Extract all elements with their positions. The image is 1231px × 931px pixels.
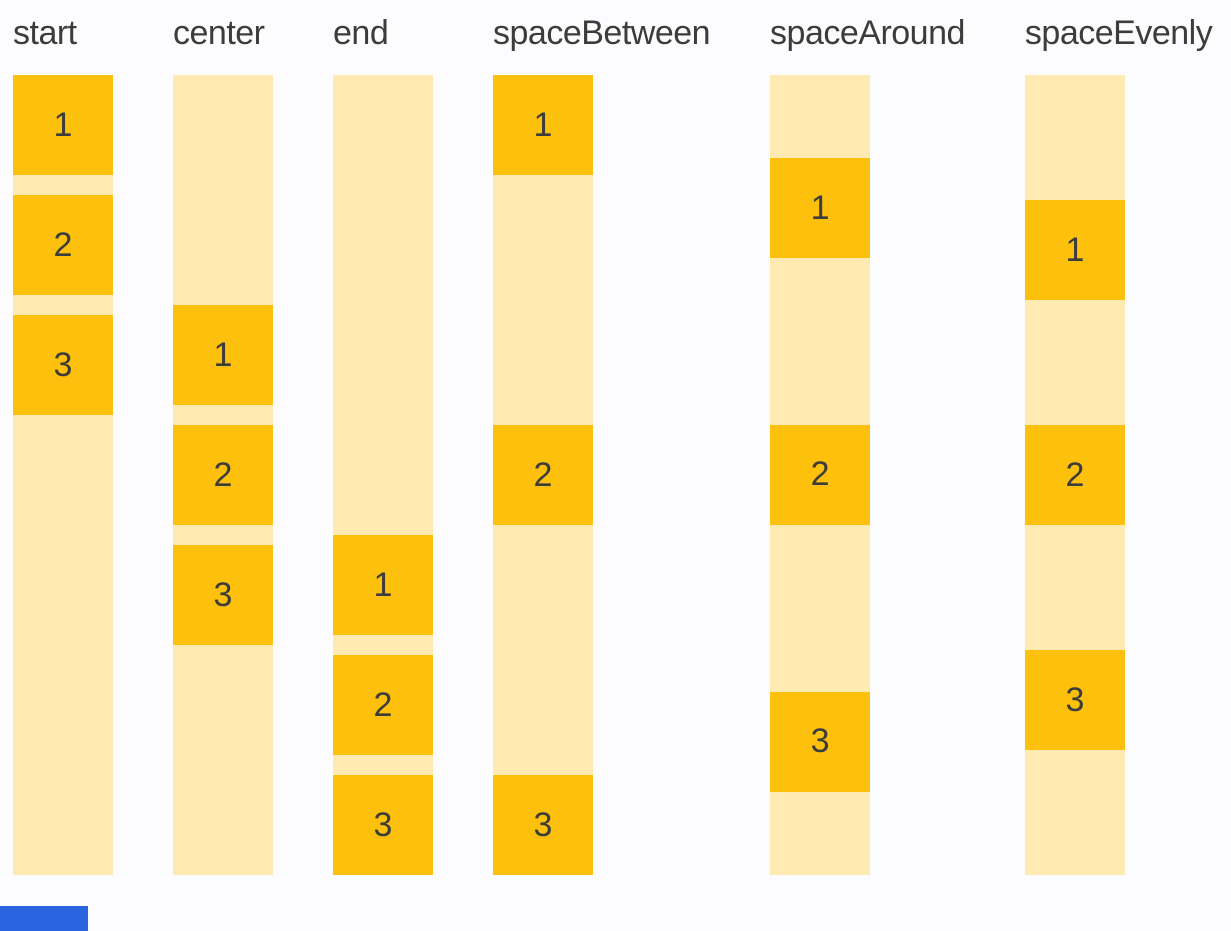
flex-item-box: 2 <box>333 655 433 755</box>
flex-item-box: 2 <box>1024 425 1125 525</box>
flex-item-box: 3 <box>13 315 113 415</box>
horizontal-scrollbar-thumb[interactable] <box>0 906 88 931</box>
alignment-label-space-around: spaceAround <box>770 14 965 52</box>
alignment-label-end: end <box>333 14 389 52</box>
flex-item-box: 2 <box>13 195 113 295</box>
flex-item-box: 3 <box>173 545 273 645</box>
flex-item-box: 3 <box>1024 650 1125 750</box>
flex-item-box: 3 <box>333 775 433 875</box>
flex-item-box: 1 <box>770 158 871 259</box>
flex-column-start: 1 2 3 <box>13 75 113 875</box>
flex-column-space-around: 1 2 3 <box>770 75 871 875</box>
column-group-center: center 1 2 3 <box>173 12 273 875</box>
alignment-label-center: center <box>173 14 265 52</box>
column-group-end: end 1 2 3 <box>333 12 433 875</box>
alignment-label-space-between: spaceBetween <box>493 14 711 52</box>
column-group-space-between: spaceBetween 1 2 3 <box>493 12 711 875</box>
alignment-label-start: start <box>13 14 77 52</box>
flex-item-box: 1 <box>13 75 113 175</box>
flex-item-box: 1 <box>493 75 593 175</box>
flex-item-box: 2 <box>493 425 593 525</box>
flex-item-box: 3 <box>770 691 871 792</box>
main-axis-alignment-demo: start 1 2 3 center 1 2 3 end 1 2 3 space… <box>13 12 1213 875</box>
flex-item-box: 2 <box>173 425 273 525</box>
column-group-space-around: spaceAround 1 2 3 <box>770 12 965 875</box>
flex-item-box: 1 <box>333 535 433 635</box>
alignment-label-space-evenly: spaceEvenly <box>1024 14 1213 52</box>
flex-column-space-evenly: 1 2 3 <box>1024 75 1125 875</box>
flex-column-end: 1 2 3 <box>333 75 433 875</box>
flex-column-center: 1 2 3 <box>173 75 273 875</box>
flex-item-box: 3 <box>493 775 593 875</box>
column-group-start: start 1 2 3 <box>13 12 113 875</box>
flex-column-space-between: 1 2 3 <box>493 75 593 875</box>
flex-item-box: 1 <box>173 305 273 405</box>
column-group-space-evenly: spaceEvenly 1 2 3 <box>1024 12 1213 875</box>
flex-item-box: 2 <box>770 424 871 525</box>
flex-item-box: 1 <box>1024 200 1125 300</box>
